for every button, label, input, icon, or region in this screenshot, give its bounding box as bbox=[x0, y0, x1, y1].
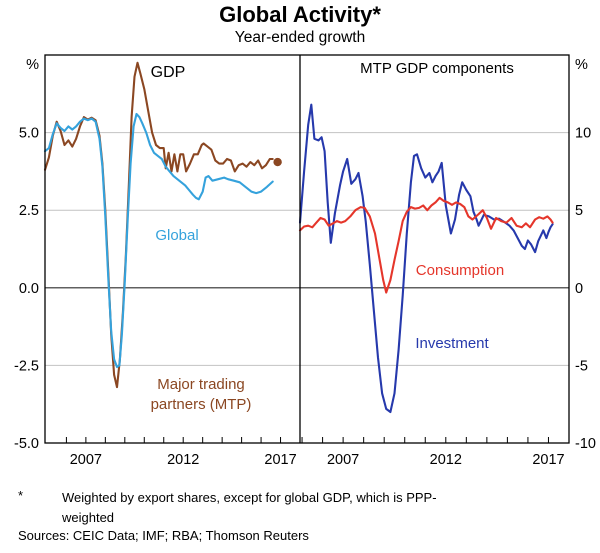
series-label-mtp: Major trading partners (MTP) bbox=[151, 375, 252, 416]
x-tick-label: 2017 bbox=[264, 452, 296, 468]
y-axis-unit-label: % bbox=[575, 57, 588, 73]
y-tick-label: -5 bbox=[575, 358, 588, 374]
series-line-global bbox=[43, 112, 274, 369]
x-tick-label: 2017 bbox=[532, 452, 564, 468]
y-tick-label: 2.5 bbox=[19, 203, 39, 219]
chart-frame bbox=[44, 54, 570, 444]
x-tick-label: 2007 bbox=[327, 452, 359, 468]
footnote-text: Weighted by export shares, except for gl… bbox=[62, 490, 437, 526]
y-axis-unit-label: % bbox=[26, 57, 39, 73]
series-label-investment: Investment bbox=[415, 335, 489, 352]
x-tick-label: 2012 bbox=[430, 452, 462, 468]
series-label-mtp-line2: partners (MTP) bbox=[150, 396, 252, 414]
latest-observation-dot bbox=[273, 157, 282, 167]
y-tick-label: 5.0 bbox=[19, 126, 39, 142]
series-line-major-trading-partners-mtp bbox=[43, 61, 274, 389]
panel-title-mtp-gdp-components: MTP GDP components bbox=[360, 60, 514, 77]
y-tick-label: -5.0 bbox=[14, 436, 39, 452]
y-tick-label: -2.5 bbox=[14, 358, 39, 374]
series-label-global: Global bbox=[155, 227, 199, 244]
series-line-consumption bbox=[298, 196, 554, 294]
series-label-consumption: Consumption bbox=[415, 262, 505, 279]
sources-line: Sources: CEIC Data; IMF; RBA; Thomson Re… bbox=[18, 528, 309, 543]
chart-svg: 2007 2012 2017 5.0 2.5 0.0 -2.5 -5.0% 2007 2012 20… bbox=[14, 54, 596, 468]
y-tick-label: 10 bbox=[575, 126, 591, 142]
x-tick-label: 2007 bbox=[70, 452, 102, 468]
y-tick-label: 5 bbox=[575, 203, 583, 219]
x-tick-label: 2012 bbox=[167, 452, 199, 468]
series-line-investment bbox=[298, 103, 554, 414]
footnote-marker: * bbox=[18, 488, 24, 503]
chart-title: Global Activity* bbox=[219, 2, 381, 27]
series-label-gdp-panel-title: GDP bbox=[150, 64, 186, 81]
chart-subtitle: Year-ended growth bbox=[234, 29, 366, 46]
series-label-mtp-line1: Major trading bbox=[157, 376, 245, 393]
y-tick-label: -10 bbox=[575, 436, 596, 452]
y-tick-label: 0.0 bbox=[19, 281, 39, 297]
y-tick-label: 0 bbox=[575, 281, 583, 297]
